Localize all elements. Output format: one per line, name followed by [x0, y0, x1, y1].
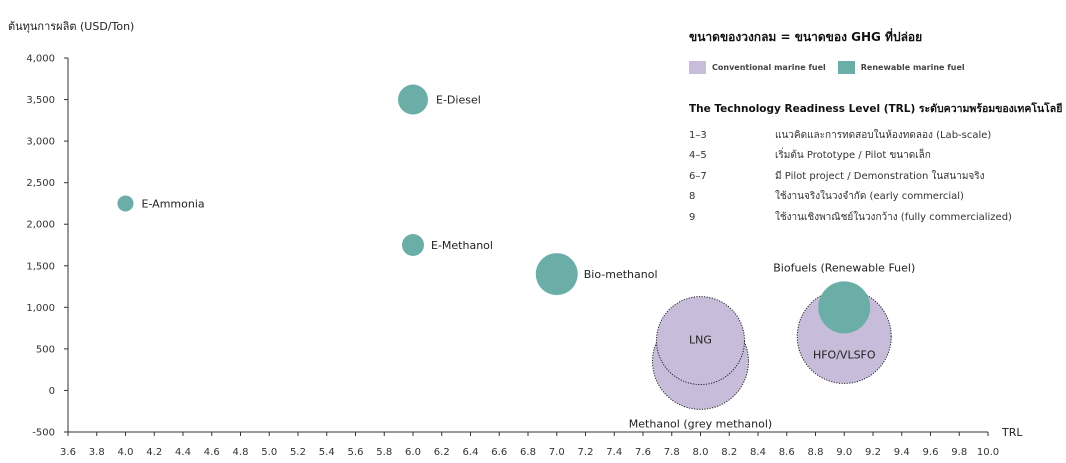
x-tick-label: 6.4	[463, 447, 479, 458]
legend: ขนาดของวงกลม = ขนาดของ GHG ที่ปล่อย Conv…	[689, 28, 1063, 228]
trl-level: 9	[689, 211, 696, 223]
trl-row: 8 ใช้งานจริงในวงจำกัด (early commercial)	[689, 187, 1059, 208]
x-tick-label: 6.2	[434, 447, 450, 458]
trl-description: แนวคิดและการทดสอบในห้องทดลอง (Lab-scale)	[775, 129, 992, 141]
x-tick-label: 7.2	[578, 447, 594, 458]
x-tick-label: 6.0	[405, 447, 421, 458]
bubbles	[117, 84, 892, 410]
trl-title: The Technology Readiness Level (TRL) ระด…	[689, 103, 1063, 115]
trl-description: เริ่มต้น Prototype / Pilot ขนาดเล็ก	[775, 150, 931, 162]
bubble	[117, 195, 134, 212]
bubble-label: LNG	[689, 334, 712, 347]
y-axis-title: ต้นทุนการผลิต (USD/Ton)	[8, 20, 134, 33]
y-tick-label: 4,000	[26, 54, 55, 65]
bubble	[535, 253, 578, 296]
trl-description: ใช้งานจริงในวงจำกัด (early commercial)	[775, 191, 964, 203]
trl-table: 1–3 แนวคิดและการทดสอบในห้องทดลอง (Lab-sc…	[689, 125, 1059, 228]
trl-row: 6–7 มี Pilot project / Demonstration ในส…	[689, 166, 1059, 187]
bubble	[656, 296, 745, 386]
trl-row: 4–5 เริ่มต้น Prototype / Pilot ขนาดเล็ก	[689, 146, 1059, 167]
x-tick-label: 8.2	[721, 447, 737, 458]
x-tick-label: 8.0	[693, 447, 709, 458]
y-tick-label: 0	[49, 386, 55, 397]
trl-row: 9 ใช้งานเชิงพาณิชย์ในวงกว้าง (fully comm…	[689, 207, 1059, 228]
bubble-label: E-Ammonia	[142, 197, 205, 210]
axes: -500 0 500 1,000 1,500 2,000 2,500 3,000 3,500 4,…	[26, 54, 999, 459]
trl-level: 6–7	[689, 170, 707, 182]
x-tick-label: 3.8	[89, 447, 105, 458]
x-tick-label: 3.6	[60, 447, 76, 458]
bubble-label: E-Diesel	[436, 94, 481, 107]
legend-label-conventional: Conventional marine fuel	[712, 63, 826, 72]
x-tick-label: 7.4	[606, 447, 622, 458]
bubble-label: Methanol (grey methanol)	[629, 417, 772, 430]
x-tick-label: 9.6	[923, 447, 939, 458]
bubble	[398, 84, 428, 115]
x-tick-label: 10.0	[977, 447, 999, 458]
x-tick-label: 4.4	[175, 447, 191, 458]
x-tick-label: 8.4	[750, 447, 766, 458]
trl-row: 1–3 แนวคิดและการทดสอบในห้องทดลอง (Lab-sc…	[689, 125, 1059, 146]
bubble-label: HFO/VLSFO	[813, 348, 876, 361]
legend-item-conventional: Conventional marine fuel	[689, 61, 826, 74]
trl-level: 4–5	[689, 150, 707, 162]
x-tick-label: 5.2	[290, 447, 306, 458]
x-tick-label: 5.8	[376, 447, 392, 458]
bubble	[402, 234, 424, 256]
trl-level: 8	[689, 191, 696, 203]
x-tick-label: 6.6	[491, 447, 507, 458]
bubble-label: E-Methanol	[431, 239, 493, 252]
x-tick-label: 7.8	[664, 447, 680, 458]
trl-description: ใช้งานเชิงพาณิชย์ในวงกว้าง (fully commer…	[775, 211, 1012, 223]
legend-swatch-renewable	[837, 61, 855, 74]
bubble-label: Biofuels (Renewable Fuel)	[773, 261, 915, 274]
x-tick-label: 5.6	[348, 447, 364, 458]
x-tick-label: 8.8	[808, 447, 824, 458]
x-tick-label: 4.8	[233, 447, 249, 458]
legend-item-renewable: Renewable marine fuel	[837, 61, 965, 74]
y-tick-label: 2,500	[26, 178, 55, 189]
x-tick-label: 8.6	[779, 447, 795, 458]
x-tick-label: 9.4	[894, 447, 910, 458]
bubble-labels: Methanol (grey methanol) LNG HFO/VLSFO E-Di…	[142, 94, 916, 431]
bubble	[818, 281, 871, 334]
x-tick-label: 7.6	[635, 447, 651, 458]
y-tick-label: 1,000	[26, 303, 55, 314]
y-tick-label: 2,000	[26, 220, 55, 231]
x-tick-label: 9.2	[865, 447, 881, 458]
trl-level: 1–3	[689, 129, 707, 141]
x-axis-title: TRL	[1001, 426, 1023, 439]
x-tick-label: 6.8	[520, 447, 536, 458]
x-tick-label: 7.0	[549, 447, 565, 458]
y-tick-label: 3,500	[26, 95, 55, 106]
y-tick-label: 1,500	[26, 261, 55, 272]
x-tick-label: 4.2	[146, 447, 162, 458]
legend-label-renewable: Renewable marine fuel	[860, 63, 965, 72]
y-tick-label: 500	[36, 344, 55, 355]
x-tick-label: 5.4	[319, 447, 335, 458]
y-tick-label: -500	[32, 428, 55, 439]
trl-description: มี Pilot project / Demonstration ในสนามจ…	[775, 170, 985, 182]
bubble-label: Bio-methanol	[584, 268, 658, 281]
series-legend: Conventional marine fuel Renewable marin…	[689, 61, 1059, 74]
legend-swatch-conventional	[689, 61, 706, 74]
x-tick-label: 9.0	[836, 447, 852, 458]
y-tick-label: 3,000	[26, 137, 55, 148]
x-tick-label: 4.0	[118, 447, 134, 458]
x-tick-label: 5.0	[261, 447, 277, 458]
x-tick-label: 4.6	[204, 447, 220, 458]
x-tick-label: 9.8	[951, 447, 967, 458]
legend-title: ขนาดของวงกลม = ขนาดของ GHG ที่ปล่อย	[689, 30, 923, 44]
